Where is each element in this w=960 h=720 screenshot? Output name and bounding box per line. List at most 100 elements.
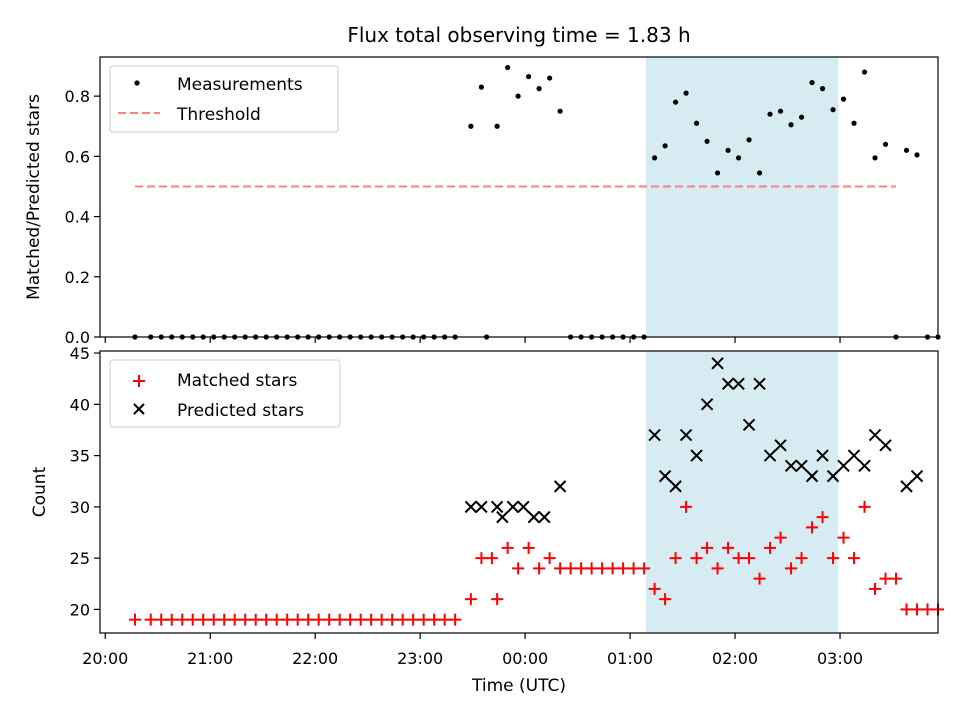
measurement-point xyxy=(809,79,815,86)
y-tick-label: 0.4 xyxy=(65,208,90,227)
predicted-point xyxy=(763,449,777,462)
matched-point xyxy=(753,572,766,585)
matched-point xyxy=(606,562,619,575)
predicted-point xyxy=(690,449,703,462)
predicted-point xyxy=(879,439,892,452)
measurement-point xyxy=(693,120,700,126)
predicted-point xyxy=(753,377,766,391)
predicted-point xyxy=(910,469,924,483)
matched-point xyxy=(260,613,273,626)
matched-point xyxy=(711,562,724,575)
predicted-point xyxy=(805,469,819,483)
matched-point xyxy=(333,613,346,626)
measurement-point xyxy=(505,64,511,71)
matched-point xyxy=(501,541,514,554)
legend-predicted-label: Predicted stars xyxy=(177,401,304,421)
legend-measurements-marker xyxy=(134,80,140,86)
predicted-point xyxy=(517,500,530,514)
measurement-point xyxy=(851,120,857,126)
predicted-point xyxy=(868,428,882,442)
measurement-point xyxy=(788,122,794,128)
measurement-point xyxy=(557,108,563,114)
y-tick-label: 25 xyxy=(70,549,90,568)
bottom-panel: 20 25 30 35 40 45 20:00 21:00 22:00 23:00 00:00 01… xyxy=(30,344,944,696)
matched-point xyxy=(617,562,630,575)
matched-points xyxy=(128,500,944,626)
top-legend-box xyxy=(109,65,339,133)
legend-threshold-label: Threshold xyxy=(176,105,261,125)
measurement-point xyxy=(840,96,847,102)
bottom-legend: Matched stars Predicted stars xyxy=(109,359,341,428)
matched-point xyxy=(795,552,808,565)
matched-point xyxy=(475,552,488,565)
matched-point xyxy=(323,613,336,626)
x-tick-label: 03:00 xyxy=(817,649,863,668)
x-tick-label: 00:00 xyxy=(502,649,548,668)
measurement-point xyxy=(756,170,763,176)
matched-point xyxy=(270,613,283,626)
measurement-point xyxy=(683,90,689,96)
bottom-x-ticks: 20:00 21:00 22:00 23:00 00:00 01:00 02:00 03:00 xyxy=(82,633,863,668)
measurement-point xyxy=(882,141,889,147)
measurement-point xyxy=(547,75,553,81)
predicted-point xyxy=(496,510,509,524)
matched-point xyxy=(764,541,777,554)
matched-point xyxy=(512,562,525,575)
matched-point xyxy=(312,613,325,626)
bottom-y-axis-label: Count xyxy=(30,466,50,517)
x-tick-label: 21:00 xyxy=(187,649,233,668)
matched-point xyxy=(396,613,409,626)
matched-point xyxy=(543,552,556,565)
matched-point xyxy=(491,593,504,606)
matched-point xyxy=(732,552,745,565)
y-tick-label: 30 xyxy=(70,498,90,517)
matched-point xyxy=(186,613,199,626)
measurement-point xyxy=(872,155,878,161)
legend-predicted-marker xyxy=(133,403,145,415)
matched-point xyxy=(585,562,598,575)
x-tick-label: 20:00 xyxy=(82,649,128,668)
matched-point xyxy=(648,582,661,595)
measurement-point xyxy=(704,138,710,144)
predicted-point xyxy=(490,500,504,514)
matched-point xyxy=(900,603,913,616)
predicted-point xyxy=(858,459,871,473)
top-highlight-span xyxy=(645,57,839,337)
matched-point xyxy=(848,552,861,565)
measurement-point xyxy=(725,147,731,153)
matched-point xyxy=(669,552,682,565)
predicted-point xyxy=(669,480,682,493)
y-tick-label: 0.2 xyxy=(65,268,90,287)
matched-point xyxy=(837,531,850,544)
predicted-point xyxy=(847,449,861,462)
matched-point xyxy=(827,552,840,565)
measurement-point xyxy=(861,69,868,75)
predicted-point xyxy=(506,500,520,514)
matched-point xyxy=(386,613,399,626)
matched-point xyxy=(228,613,241,626)
matched-point xyxy=(816,511,829,524)
bottom-highlight-span xyxy=(645,351,839,633)
matched-point xyxy=(575,562,588,575)
y-tick-label: 0.6 xyxy=(65,147,90,166)
measurement-point xyxy=(819,86,826,92)
legend-matched-label: Matched stars xyxy=(177,371,297,391)
predicted-point xyxy=(721,377,735,391)
measurement-point xyxy=(662,143,668,149)
measurement-point xyxy=(651,155,658,161)
matched-point xyxy=(921,603,934,616)
y-tick-label: 0.8 xyxy=(65,87,90,106)
legend-measurements-label: Measurements xyxy=(177,75,303,95)
matched-point xyxy=(869,582,882,595)
matched-point xyxy=(522,541,535,554)
predicted-point xyxy=(475,500,488,514)
predicted-point xyxy=(700,398,714,411)
measurement-point xyxy=(672,99,679,105)
x-tick-label: 01:00 xyxy=(607,649,653,668)
matched-point xyxy=(659,593,672,606)
x-tick-label: 02:00 xyxy=(712,649,758,668)
matched-point xyxy=(690,552,703,565)
predicted-point xyxy=(837,459,850,473)
matched-point xyxy=(464,593,477,606)
